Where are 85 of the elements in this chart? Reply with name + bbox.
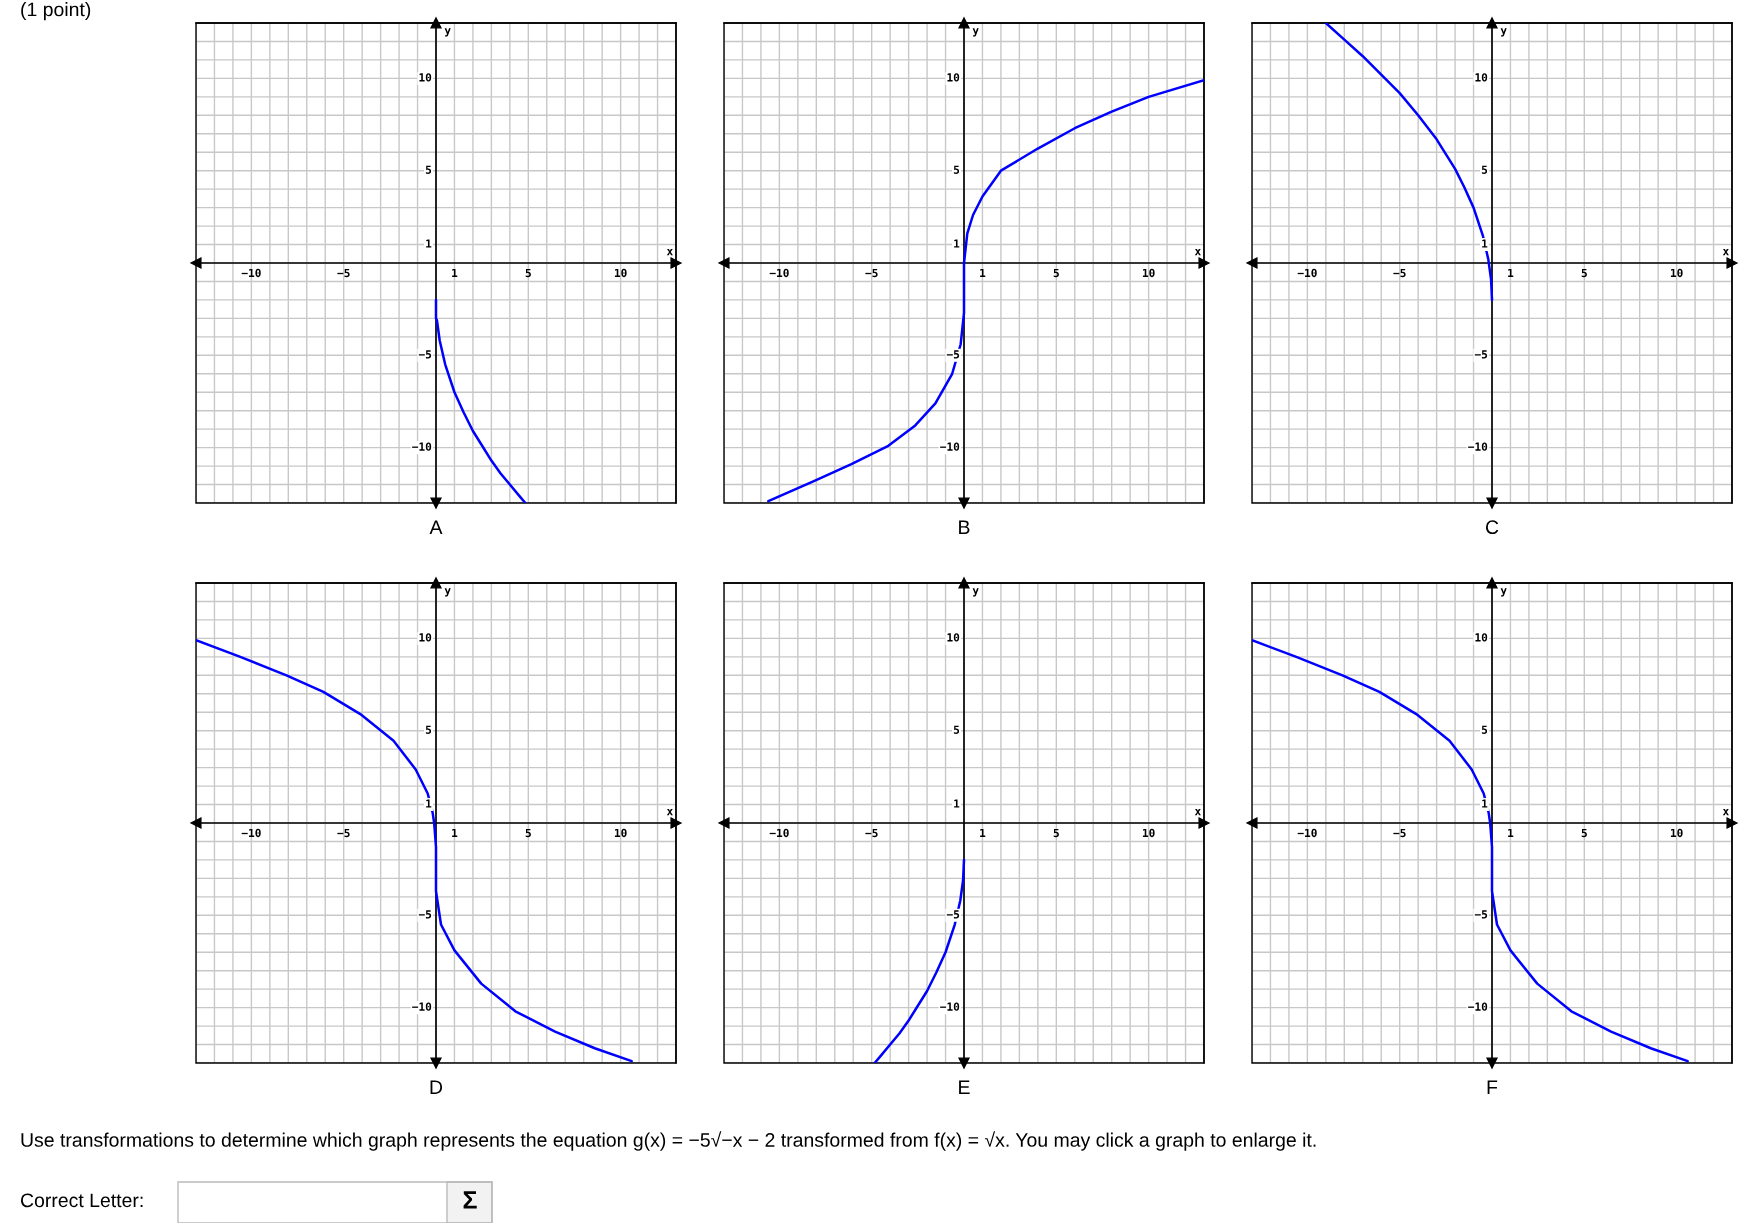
y-axis-title: y — [972, 28, 979, 37]
x-tick-label: 10 — [1142, 268, 1155, 278]
y-tick-label: −10 — [412, 1002, 432, 1011]
x-tick-label: −10 — [769, 828, 789, 838]
y-axis-title: y — [444, 28, 451, 37]
y-tick-label: 1 — [426, 239, 432, 248]
x-axis-title: x — [1722, 249, 1729, 256]
x-tick-label: 1 — [980, 268, 986, 277]
x-tick-label: 1 — [1508, 268, 1514, 277]
x-tick-label: −10 — [1297, 828, 1317, 838]
y-tick-label: 10 — [419, 73, 432, 82]
y-axis-title: y — [972, 588, 979, 597]
text: Σ — [463, 1191, 477, 1209]
x-tick-label: 10 — [1670, 828, 1683, 838]
x-tick-label: −10 — [241, 268, 261, 278]
y-tick-label: −5 — [1474, 910, 1488, 919]
text: D — [430, 1080, 443, 1094]
x-tick-label: −5 — [337, 268, 350, 278]
y-tick-label: −10 — [1468, 1002, 1488, 1011]
y-tick-label: 5 — [1481, 165, 1488, 174]
y-tick-label: 10 — [1475, 73, 1488, 82]
y-tick-label: 5 — [1481, 725, 1488, 734]
x-tick-label: 5 — [525, 828, 531, 838]
text: (1 point) — [21, 2, 91, 21]
text: B — [959, 520, 970, 534]
y-tick-label: 10 — [947, 73, 960, 82]
x-tick-label: 5 — [1581, 828, 1587, 838]
y-tick-label: 1 — [1482, 239, 1488, 248]
x-tick-label: 1 — [452, 268, 458, 277]
y-axis-title: y — [1500, 588, 1507, 597]
text: A — [429, 520, 443, 534]
x-axis-title: x — [1194, 249, 1201, 256]
y-tick-label: −5 — [418, 910, 432, 919]
y-tick-label: −10 — [1468, 442, 1488, 451]
x-axis-title: x — [1194, 809, 1201, 816]
y-tick-label: 10 — [1475, 633, 1488, 642]
x-tick-label: 5 — [525, 268, 531, 278]
x-tick-label: 10 — [614, 268, 627, 278]
x-tick-label: 10 — [1670, 268, 1683, 278]
y-tick-label: 1 — [1482, 799, 1488, 808]
y-tick-label: −5 — [946, 350, 960, 359]
x-tick-label: −10 — [241, 828, 261, 838]
y-tick-label: 5 — [425, 725, 432, 734]
line-series — [1324, 23, 1494, 302]
x-tick-label: 5 — [1053, 828, 1059, 838]
line-series — [873, 858, 966, 1063]
text: Correct Letter: — [20, 1193, 143, 1208]
y-axis-title: y — [444, 588, 451, 597]
y-tick-label: 10 — [419, 633, 432, 642]
y-tick-label: 5 — [425, 165, 432, 174]
x-tick-label: −5 — [865, 268, 878, 278]
y-tick-label: 1 — [954, 239, 960, 248]
y-tick-label: 1 — [954, 799, 960, 808]
x-tick-label: −10 — [769, 268, 789, 278]
y-tick-label: −10 — [940, 1002, 960, 1011]
y-tick-label: 5 — [953, 725, 960, 734]
x-tick-label: 5 — [1581, 268, 1587, 278]
x-tick-label: 10 — [614, 828, 627, 838]
x-tick-label: 10 — [1142, 828, 1155, 838]
y-tick-label: −10 — [940, 442, 960, 451]
x-tick-label: −10 — [1297, 268, 1317, 278]
x-tick-label: −5 — [1393, 828, 1406, 838]
y-tick-label: 1 — [426, 799, 432, 808]
text: E — [959, 1080, 970, 1094]
x-axis-title: x — [666, 249, 673, 256]
text: F — [1487, 1080, 1498, 1094]
text: C — [1485, 520, 1499, 535]
y-tick-label: −5 — [1474, 350, 1488, 359]
y-tick-label: −5 — [946, 910, 960, 919]
x-tick-label: 5 — [1053, 268, 1059, 278]
x-tick-label: 1 — [1508, 828, 1514, 837]
y-tick-label: −10 — [412, 442, 432, 451]
y-tick-label: −5 — [418, 350, 432, 359]
x-tick-label: −5 — [865, 828, 878, 838]
line-series — [434, 298, 527, 503]
text: Use transformations to determine which graph represents the equation g(x) = −5√−x − 2 transformed from f(x) = √x. You may click a graph to enlarge it. — [21, 1131, 1316, 1151]
y-tick-label: 10 — [947, 633, 960, 642]
x-axis-title: x — [1722, 809, 1729, 816]
x-tick-label: −5 — [1393, 268, 1406, 278]
y-axis-title: y — [1500, 28, 1507, 37]
x-tick-label: 1 — [452, 828, 458, 837]
x-tick-label: −5 — [337, 828, 350, 838]
y-tick-label: 5 — [953, 165, 960, 174]
x-axis-title: x — [666, 809, 673, 816]
x-tick-label: 1 — [980, 828, 986, 837]
